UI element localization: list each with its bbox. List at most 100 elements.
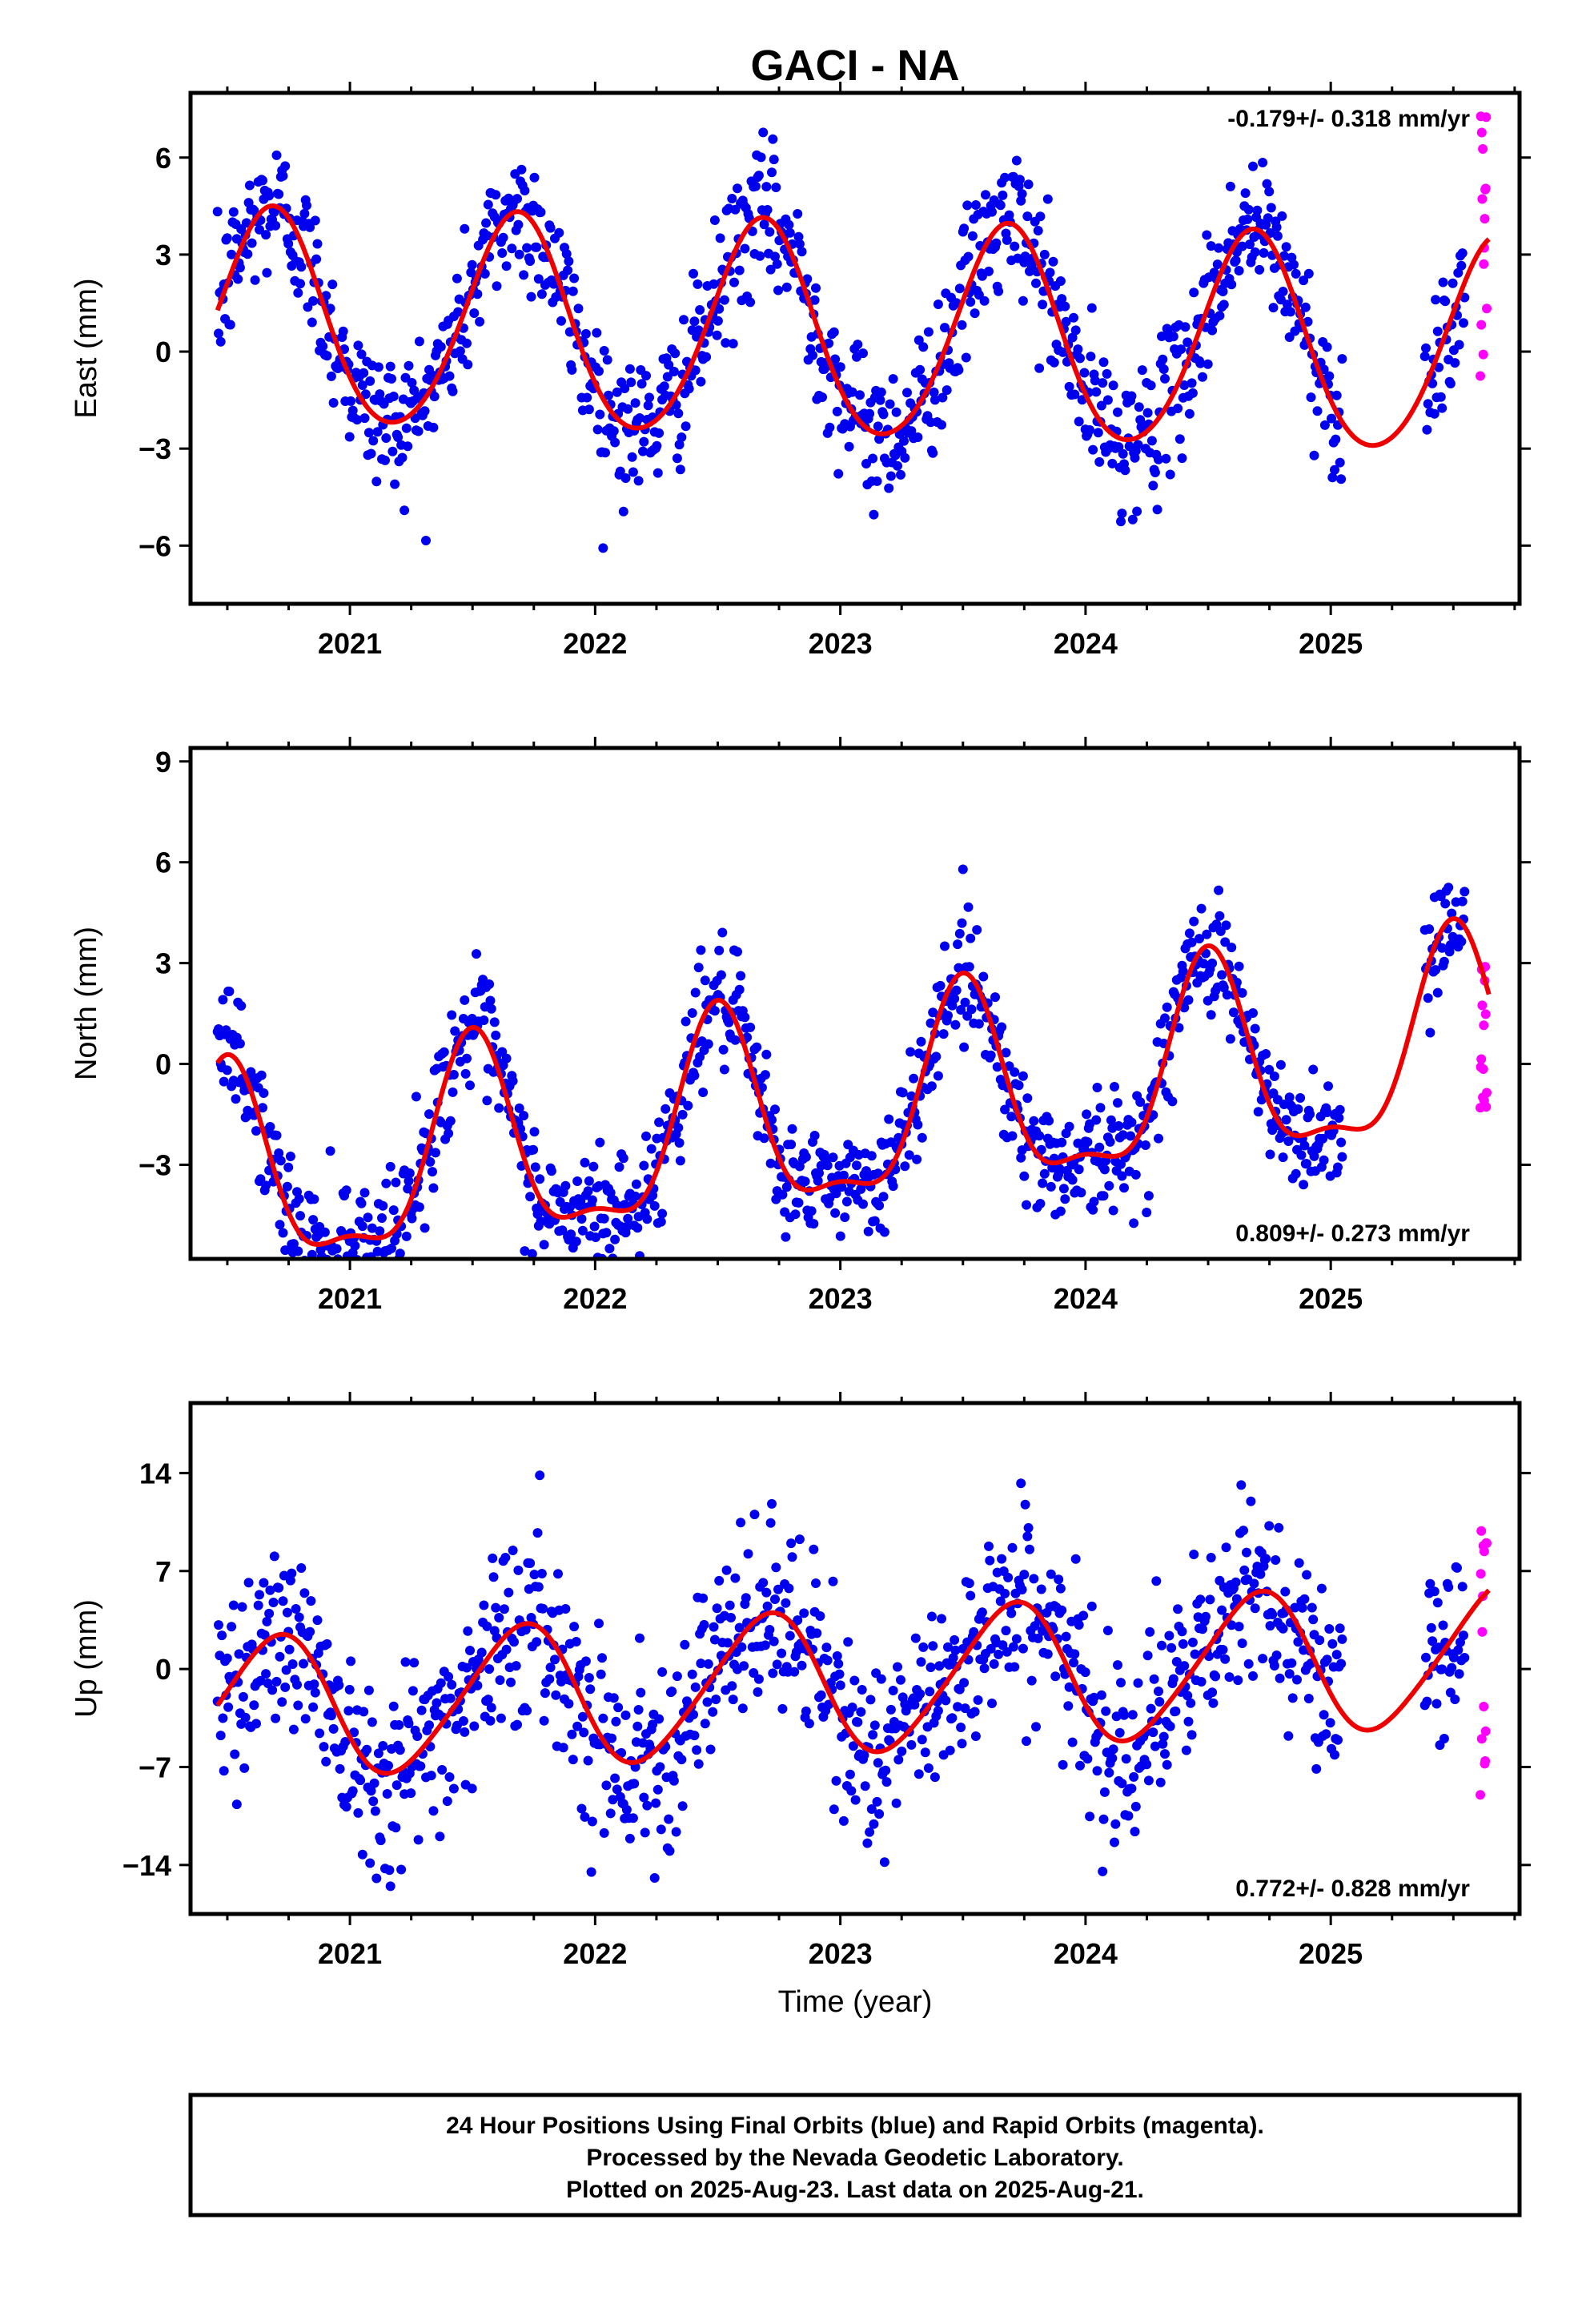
final-orbit-point (762, 205, 773, 215)
final-orbit-point (388, 1701, 399, 1711)
rapid-orbit-point (1476, 1790, 1485, 1800)
final-orbit-point (1427, 1636, 1438, 1647)
final-orbit-point (1227, 279, 1237, 290)
final-orbit-point (759, 1133, 769, 1144)
final-orbit-point (995, 200, 1006, 211)
final-orbit-point (485, 995, 496, 1006)
final-orbit-point (1143, 1191, 1154, 1201)
final-orbit-point (529, 1570, 540, 1580)
final-orbit-point (1237, 241, 1247, 251)
final-orbit-point (979, 1663, 990, 1674)
final-orbit-point (1445, 1687, 1456, 1698)
final-orbit-point (745, 297, 756, 308)
final-orbit-point (1126, 1117, 1137, 1128)
final-orbit-point (815, 1611, 825, 1621)
final-orbit-point (1199, 959, 1209, 969)
final-orbit-point (959, 223, 970, 234)
final-orbit-point (322, 351, 332, 361)
final-orbit-point (689, 268, 698, 279)
final-orbit-point (847, 1703, 857, 1712)
final-orbit-point (309, 1194, 319, 1204)
final-orbit-point (680, 1639, 690, 1650)
final-orbit-point (700, 1719, 710, 1729)
final-orbit-point (1108, 1744, 1118, 1755)
final-orbit-point (849, 1675, 860, 1686)
final-orbit-point (261, 1669, 271, 1679)
final-orbit-point (1171, 1657, 1182, 1667)
final-orbit-point (1088, 1204, 1098, 1215)
rapid-orbit-point (1476, 320, 1487, 330)
final-orbit-point (954, 963, 964, 973)
final-orbit-point (933, 300, 943, 309)
final-orbit-point (728, 1695, 738, 1705)
final-orbit-point (869, 1216, 880, 1226)
final-orbit-point (1333, 1162, 1343, 1172)
final-orbit-point (758, 127, 769, 138)
final-orbit-point (769, 1636, 779, 1647)
final-orbit-point (491, 1030, 501, 1040)
final-orbit-point (1278, 1623, 1288, 1634)
final-orbit-point (448, 1087, 458, 1097)
final-orbit-point (447, 1010, 457, 1020)
final-orbit-point (1255, 264, 1265, 275)
final-orbit-point (1443, 1582, 1454, 1592)
final-orbit-point (716, 970, 726, 980)
final-orbit-point (618, 1153, 628, 1164)
final-orbit-point (1297, 1602, 1307, 1613)
final-orbit-point (370, 1806, 380, 1816)
final-orbit-point (760, 1640, 770, 1651)
final-orbit-point (799, 1608, 809, 1618)
final-orbit-point (789, 1667, 800, 1677)
final-orbit-point (1094, 456, 1105, 467)
final-orbit-point (1091, 387, 1102, 397)
final-orbit-point (628, 1813, 638, 1823)
final-orbit-point (499, 1604, 509, 1614)
final-orbit-point (925, 1687, 935, 1697)
final-orbit-point (1206, 241, 1216, 251)
final-orbit-point (1179, 1661, 1190, 1671)
final-orbit-point (1243, 1659, 1254, 1669)
final-orbit-point (416, 1705, 427, 1715)
final-orbit-point (1016, 1478, 1026, 1489)
final-orbit-point (1457, 1582, 1468, 1592)
final-orbit-point (580, 1157, 590, 1168)
final-orbit-point (1007, 1131, 1018, 1141)
final-orbit-point (353, 1807, 363, 1818)
final-orbit-point (1187, 1637, 1198, 1647)
final-orbit-point (539, 1240, 549, 1250)
final-orbit-point (1044, 1116, 1054, 1126)
final-orbit-point (769, 155, 779, 165)
final-orbit-point (511, 1661, 521, 1671)
final-orbit-point (328, 398, 339, 408)
final-orbit-point (1023, 1522, 1034, 1533)
final-orbit-point (891, 407, 901, 417)
final-orbit-point (607, 1733, 617, 1743)
final-orbit-point (315, 1728, 325, 1739)
final-orbit-point (462, 1663, 472, 1673)
final-orbit-point (1055, 276, 1066, 286)
final-orbit-point (291, 1604, 301, 1614)
final-orbit-point (1221, 1542, 1231, 1553)
final-orbit-point (681, 421, 691, 432)
final-orbit-point (601, 1780, 612, 1791)
final-orbit-point (926, 1081, 937, 1092)
final-orbit-point (719, 295, 729, 305)
final-orbit-point (1000, 1588, 1010, 1598)
final-orbit-point (1249, 232, 1259, 242)
final-orbit-point (1101, 1706, 1111, 1716)
final-orbit-point (1425, 1027, 1435, 1038)
final-orbit-point (371, 476, 382, 487)
final-orbit-point (717, 927, 728, 938)
final-orbit-point (500, 1553, 511, 1562)
final-orbit-point (1152, 505, 1162, 515)
final-orbit-point (519, 270, 529, 280)
final-orbit-point (893, 1662, 902, 1672)
final-orbit-point (712, 330, 722, 340)
final-orbit-point (1161, 453, 1171, 464)
final-orbit-point (610, 1234, 620, 1244)
final-orbit-point (571, 1637, 581, 1647)
final-orbit-point (1025, 1544, 1034, 1554)
final-orbit-point (222, 1653, 232, 1663)
final-orbit-point (1020, 1499, 1030, 1510)
final-orbit-point (608, 426, 619, 436)
